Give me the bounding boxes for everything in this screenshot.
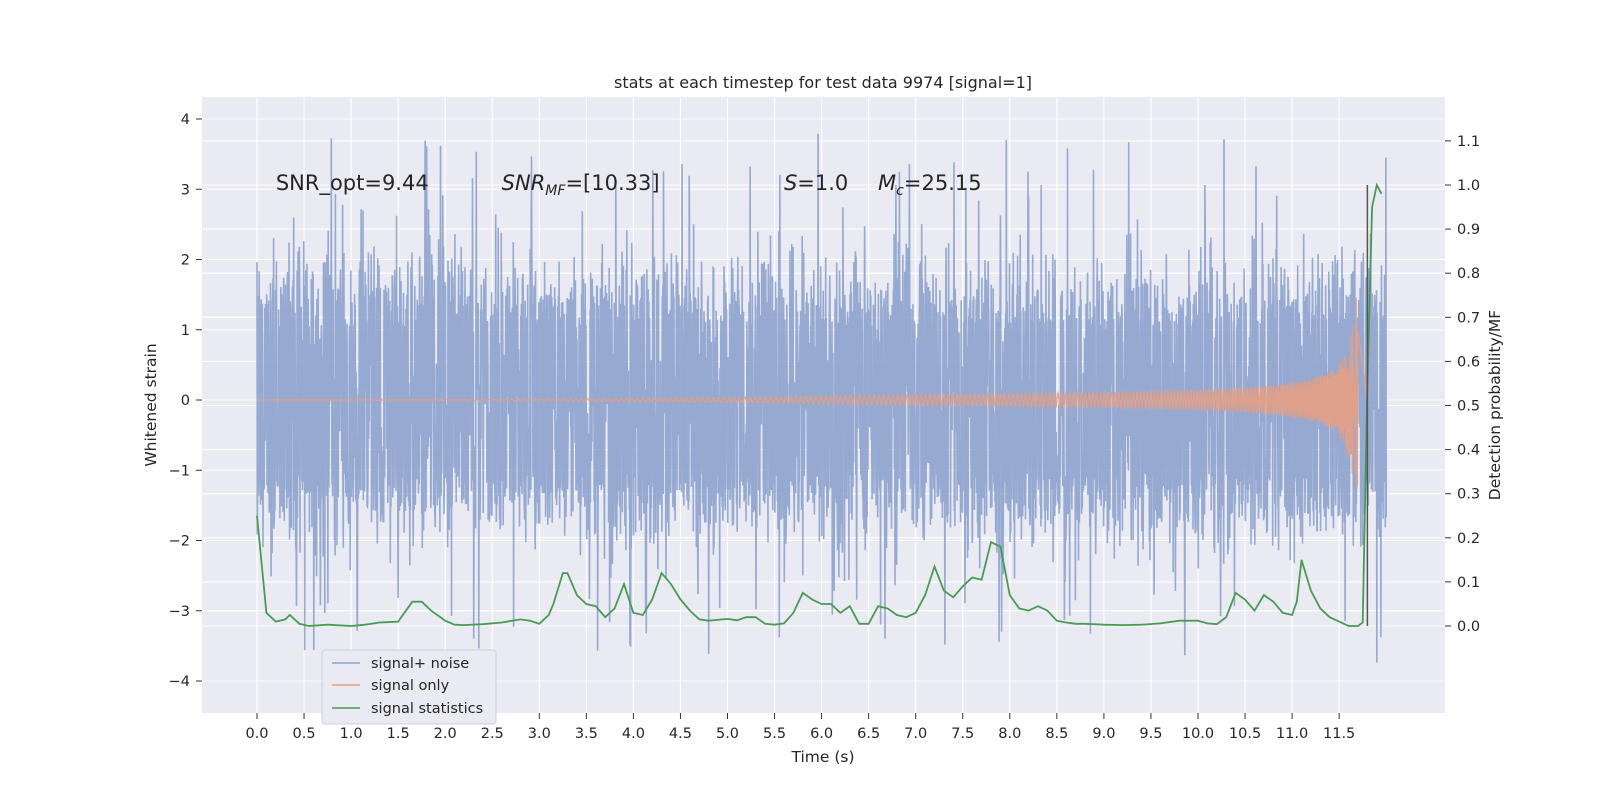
- x-tick-label: 9.0: [1092, 726, 1115, 742]
- y-tick-label-left: 0: [181, 393, 190, 409]
- annotation-text: SNRMF=[10.33]: [502, 171, 660, 199]
- signal-noise-series: [256, 133, 1387, 663]
- y-tick-label-right: 0.7: [1457, 310, 1480, 326]
- signal-statistics-line: [256, 182, 1383, 627]
- signal-statistics-series: [256, 182, 1383, 627]
- x-tick-label: 0.5: [293, 726, 316, 742]
- annotations: SNR_opt=9.44 SNRMF=[10.33] S=1.0 Mc=25.15: [276, 171, 982, 199]
- x-tick-label: 8.5: [1045, 726, 1068, 742]
- annotation-value: =1.0: [797, 171, 848, 195]
- x-tick-label: 3.5: [575, 726, 598, 742]
- x-axis-label: Time (s): [790, 748, 854, 766]
- x-tick-label: 11.5: [1323, 726, 1355, 742]
- annotation-subscript: c: [896, 183, 904, 199]
- x-tick-label: 6.5: [857, 726, 880, 742]
- y-tick-label-left: 4: [181, 112, 190, 128]
- x-tick-label: 10.0: [1182, 726, 1214, 742]
- y-tick-label-right: 0.1: [1457, 575, 1480, 591]
- y-tick-label-left: 1: [181, 323, 190, 339]
- x-tick-label: 7.5: [951, 726, 974, 742]
- y-tick-label-right: 0.6: [1457, 354, 1480, 370]
- y-tick-label-right: 0.2: [1457, 531, 1480, 547]
- x-tick-label: 1.0: [340, 726, 363, 742]
- y-ticks-right: 1.1 1.0 0.9 0.8 0.7 0.6 0.5 0.4 0.3 0.2 0.1 0.0: [1445, 134, 1480, 635]
- x-tick-label: 10.5: [1229, 726, 1261, 742]
- y-tick-label-right: 0.3: [1457, 487, 1480, 503]
- y-tick-label-right: 0.8: [1457, 266, 1480, 282]
- chart-title: stats at each timestep for test data 997…: [614, 73, 1032, 92]
- y-tick-label-right: 0.9: [1457, 222, 1480, 238]
- y-tick-label-right: 0.4: [1457, 443, 1480, 459]
- legend-label-signal-only: signal only: [371, 678, 450, 694]
- y-tick-label-right: 0.0: [1457, 619, 1480, 635]
- y-tick-label-left: −1: [169, 463, 190, 479]
- x-tick-label: 3.0: [528, 726, 551, 742]
- y-tick-label-left: 2: [181, 253, 190, 269]
- x-tick-label: 2.5: [481, 726, 504, 742]
- x-tick-label: 6.0: [810, 726, 833, 742]
- x-tick-label: 2.0: [434, 726, 457, 742]
- annotation-value: =[10.33]: [565, 171, 659, 195]
- signal-only-series: [256, 297, 1369, 488]
- y-tick-label-left: −3: [169, 604, 190, 620]
- y-axis-label-right: Detection probability/MF: [1486, 310, 1504, 501]
- x-tick-label: 4.5: [669, 726, 692, 742]
- annotation-main: S: [784, 171, 797, 195]
- annotation-main: SNR: [502, 171, 546, 195]
- legend-box: [321, 649, 497, 725]
- y-tick-label-left: −4: [169, 674, 190, 690]
- signal-only-line: [256, 297, 1369, 488]
- legend-label-signal-statistics: signal statistics: [371, 701, 483, 717]
- x-tick-label: 11.0: [1276, 726, 1308, 742]
- x-tick-label: 8.0: [998, 726, 1021, 742]
- annotation-text: S=1.0: [784, 171, 848, 195]
- signal-noise-line: [256, 133, 1387, 663]
- y-tick-label-right: 0.5: [1457, 399, 1480, 415]
- legend: signal+ noise signal only signal statist…: [321, 649, 497, 725]
- annotation-subscript: MF: [545, 183, 566, 199]
- y-tick-label-left: −2: [169, 534, 190, 550]
- x-tick-label: 5.0: [716, 726, 739, 742]
- annotation-main: M: [878, 171, 896, 195]
- y-ticks-left: 4 3 2 1 0 −1 −2 −3 −4: [169, 112, 202, 690]
- x-tick-label: 1.5: [387, 726, 410, 742]
- x-tick-label: 0.0: [245, 726, 268, 742]
- annotation-text: SNR_opt=9.44: [276, 171, 429, 196]
- y-tick-label-left: 3: [181, 182, 190, 198]
- x-ticks: 0.0 0.5 1.0 1.5 2.0 2.5 3.0 3.5 4.0 4.5 5.0 5.5 6.0 6…: [245, 713, 1355, 742]
- annotation-main: SNR_opt=9.44: [276, 171, 429, 196]
- y-tick-label-right: 1.0: [1457, 178, 1480, 194]
- x-tick-label: 4.0: [622, 726, 645, 742]
- legend-label-signal-noise: signal+ noise: [371, 656, 469, 672]
- y-tick-label-right: 1.1: [1457, 134, 1480, 150]
- x-tick-label: 9.5: [1139, 726, 1162, 742]
- y-axis-label-left: Whitened strain: [142, 343, 160, 466]
- x-tick-label: 5.5: [763, 726, 786, 742]
- annotation-text: Mc=25.15: [878, 171, 982, 199]
- annotation-value: =25.15: [904, 171, 982, 195]
- x-tick-label: 7.0: [904, 726, 927, 742]
